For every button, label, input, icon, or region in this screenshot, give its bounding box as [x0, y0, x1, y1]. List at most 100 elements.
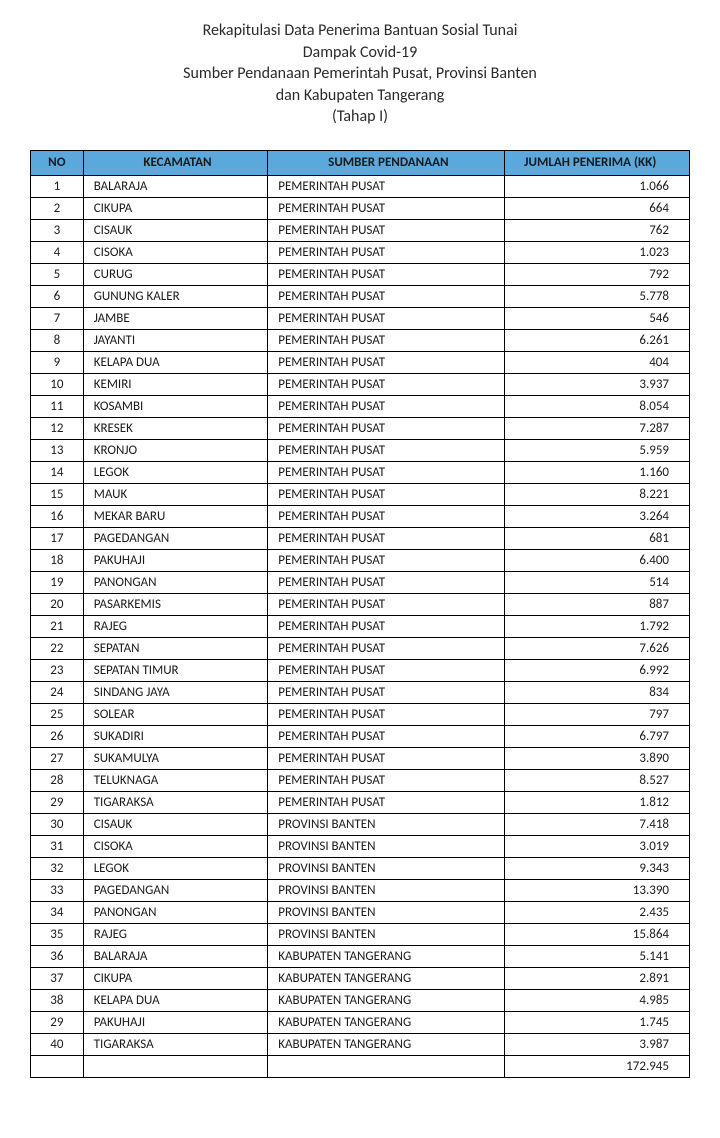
table-row: 15MAUKPEMERINTAH PUSAT8.221: [31, 483, 690, 505]
table-row: 21RAJEGPEMERINTAH PUSAT1.792: [31, 615, 690, 637]
cell-sumber: PROVINSI BANTEN: [268, 923, 505, 945]
cell-jumlah: 1.160: [505, 461, 690, 483]
cell-sumber: PEMERINTAH PUSAT: [268, 263, 505, 285]
cell-sumber: PEMERINTAH PUSAT: [268, 791, 505, 813]
cell-kecamatan: CISAUK: [83, 813, 268, 835]
table-row: 3CISAUKPEMERINTAH PUSAT762: [31, 219, 690, 241]
cell-jumlah: 7.418: [505, 813, 690, 835]
table-body: 1BALARAJAPEMERINTAH PUSAT1.0662CIKUPAPEM…: [31, 175, 690, 1077]
cell-jumlah: 13.390: [505, 879, 690, 901]
cell-kecamatan: RAJEG: [83, 615, 268, 637]
table-row: 2CIKUPAPEMERINTAH PUSAT664: [31, 197, 690, 219]
cell-kecamatan: PAKUHAJI: [83, 549, 268, 571]
cell-no: 37: [31, 967, 84, 989]
table-row: 31CISOKAPROVINSI BANTEN3.019: [31, 835, 690, 857]
cell-jumlah: 404: [505, 351, 690, 373]
table-row: 16MEKAR BARUPEMERINTAH PUSAT3.264: [31, 505, 690, 527]
table-row: 26SUKADIRIPEMERINTAH PUSAT6.797: [31, 725, 690, 747]
cell-no: 3: [31, 219, 84, 241]
cell-kecamatan: BALARAJA: [83, 945, 268, 967]
cell-jumlah: 546: [505, 307, 690, 329]
total-row: 172.945: [31, 1055, 690, 1077]
cell-kecamatan: CIKUPA: [83, 967, 268, 989]
cell-no: 2: [31, 197, 84, 219]
cell-jumlah: 797: [505, 703, 690, 725]
cell-no: 17: [31, 527, 84, 549]
page-title: Rekapitulasi Data Penerima Bantuan Sosia…: [30, 20, 690, 128]
data-table: NO KECAMATAN SUMBER PENDANAAN JUMLAH PEN…: [30, 150, 690, 1078]
cell-jumlah: 8.054: [505, 395, 690, 417]
cell-jumlah: 9.343: [505, 857, 690, 879]
cell-no: 12: [31, 417, 84, 439]
cell-sumber: PEMERINTAH PUSAT: [268, 637, 505, 659]
cell-no: 36: [31, 945, 84, 967]
table-row: 20PASARKEMISPEMERINTAH PUSAT887: [31, 593, 690, 615]
cell-jumlah: 1.066: [505, 175, 690, 197]
cell-no: 24: [31, 681, 84, 703]
cell-no: 1: [31, 175, 84, 197]
cell-sumber: KABUPATEN TANGERANG: [268, 1033, 505, 1055]
cell-kecamatan: JAMBE: [83, 307, 268, 329]
cell-sumber: PEMERINTAH PUSAT: [268, 593, 505, 615]
cell-no: 28: [31, 769, 84, 791]
cell-sumber: PEMERINTAH PUSAT: [268, 747, 505, 769]
cell-no: 26: [31, 725, 84, 747]
cell-no: 23: [31, 659, 84, 681]
table-row: 36BALARAJAKABUPATEN TANGERANG5.141: [31, 945, 690, 967]
cell-no: 9: [31, 351, 84, 373]
cell-kecamatan: SEPATAN TIMUR: [83, 659, 268, 681]
cell-no: 16: [31, 505, 84, 527]
cell-kecamatan: PANONGAN: [83, 901, 268, 923]
cell-sumber: PEMERINTAH PUSAT: [268, 703, 505, 725]
cell-sumber: PEMERINTAH PUSAT: [268, 725, 505, 747]
cell-kecamatan: TIGARAKSA: [83, 791, 268, 813]
cell-jumlah: 3.264: [505, 505, 690, 527]
table-row: 24SINDANG JAYAPEMERINTAH PUSAT834: [31, 681, 690, 703]
cell-kecamatan: KELAPA DUA: [83, 351, 268, 373]
cell-jumlah: 7.287: [505, 417, 690, 439]
table-row: 30CISAUKPROVINSI BANTEN7.418: [31, 813, 690, 835]
cell-empty: [268, 1055, 505, 1077]
cell-no: 32: [31, 857, 84, 879]
table-row: 32LEGOKPROVINSI BANTEN9.343: [31, 857, 690, 879]
cell-kecamatan: SOLEAR: [83, 703, 268, 725]
table-row: 22SEPATANPEMERINTAH PUSAT7.626: [31, 637, 690, 659]
cell-no: 25: [31, 703, 84, 725]
table-row: 33PAGEDANGANPROVINSI BANTEN13.390: [31, 879, 690, 901]
cell-jumlah: 1.812: [505, 791, 690, 813]
table-row: 10KEMIRIPEMERINTAH PUSAT3.937: [31, 373, 690, 395]
cell-sumber: PEMERINTAH PUSAT: [268, 219, 505, 241]
cell-no: 5: [31, 263, 84, 285]
cell-jumlah: 15.864: [505, 923, 690, 945]
cell-no: 38: [31, 989, 84, 1011]
table-row: 7JAMBEPEMERINTAH PUSAT546: [31, 307, 690, 329]
table-row: 11KOSAMBIPEMERINTAH PUSAT8.054: [31, 395, 690, 417]
cell-no: 10: [31, 373, 84, 395]
cell-no: 20: [31, 593, 84, 615]
cell-kecamatan: KEMIRI: [83, 373, 268, 395]
cell-sumber: PEMERINTAH PUSAT: [268, 351, 505, 373]
cell-sumber: PEMERINTAH PUSAT: [268, 307, 505, 329]
cell-jumlah: 2.435: [505, 901, 690, 923]
cell-sumber: PEMERINTAH PUSAT: [268, 373, 505, 395]
cell-kecamatan: PAKUHAJI: [83, 1011, 268, 1033]
cell-kecamatan: TIGARAKSA: [83, 1033, 268, 1055]
cell-no: 14: [31, 461, 84, 483]
header-no: NO: [31, 150, 84, 175]
cell-no: 8: [31, 329, 84, 351]
cell-sumber: PEMERINTAH PUSAT: [268, 461, 505, 483]
cell-kecamatan: PAGEDANGAN: [83, 527, 268, 549]
header-kecamatan: KECAMATAN: [83, 150, 268, 175]
cell-jumlah: 7.626: [505, 637, 690, 659]
cell-jumlah: 1.745: [505, 1011, 690, 1033]
cell-kecamatan: KRESEK: [83, 417, 268, 439]
cell-jumlah: 664: [505, 197, 690, 219]
cell-no: 6: [31, 285, 84, 307]
title-line: dan Kabupaten Tangerang: [276, 86, 445, 105]
cell-sumber: PROVINSI BANTEN: [268, 813, 505, 835]
cell-jumlah: 6.400: [505, 549, 690, 571]
cell-kecamatan: KELAPA DUA: [83, 989, 268, 1011]
cell-sumber: PEMERINTAH PUSAT: [268, 483, 505, 505]
cell-kecamatan: LEGOK: [83, 857, 268, 879]
cell-kecamatan: BALARAJA: [83, 175, 268, 197]
